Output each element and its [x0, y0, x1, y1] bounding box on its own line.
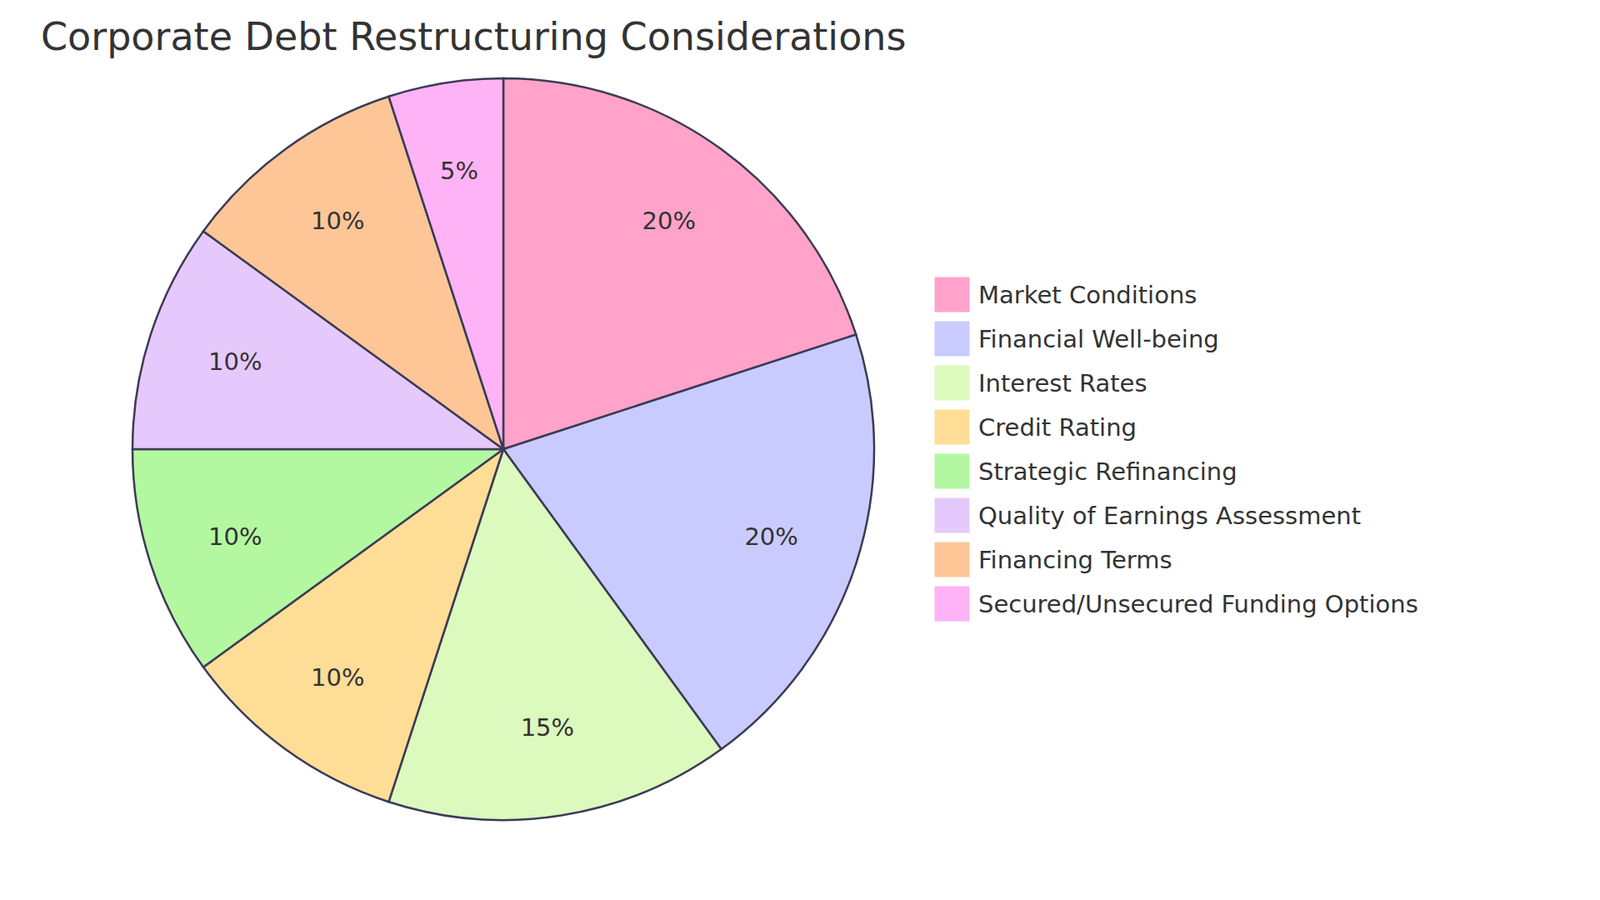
legend-item: Credit Rating [934, 409, 1137, 445]
legend-label: Financing Terms [978, 545, 1173, 575]
legend-swatch [934, 365, 970, 401]
legend-item: Financial Well-being [934, 320, 1220, 357]
legend-label: Quality of Earnings Assessment [978, 501, 1361, 530]
legend-item: Market Conditions [934, 276, 1197, 313]
legend-label: Strategic Refinancing [978, 457, 1238, 486]
slice [388, 78, 504, 450]
legend-label: Market Conditions [978, 280, 1197, 310]
data-label: 15% [520, 713, 575, 742]
data-label: 10% [310, 663, 365, 692]
slice [132, 449, 504, 668]
legend-label: Credit Rating [978, 413, 1137, 442]
legend-swatch [934, 585, 970, 622]
chart: Corporate Debt Restructuring Considerati… [0, 0, 1600, 900]
legend-item: Financing Terms [934, 541, 1173, 578]
legend-item: Strategic Refinancing [934, 453, 1238, 490]
data-label: 20% [642, 206, 696, 235]
legend-item: Secured/Unsecured Funding Options [934, 585, 1419, 622]
data-label: 10% [208, 522, 262, 551]
legend-swatch [934, 276, 970, 313]
legend-swatch [934, 453, 970, 490]
data-label: 10% [310, 206, 365, 235]
title: Corporate Debt Restructuring Considerati… [40, 14, 906, 60]
data-label: 10% [208, 347, 262, 376]
legend-item: Interest Rates [934, 365, 1148, 401]
legend-label: Secured/Unsecured Funding Options [978, 590, 1419, 619]
legend-swatch [934, 541, 970, 578]
legend-label: Interest Rates [978, 369, 1148, 398]
legend-swatch [934, 409, 970, 445]
data-label: 5% [440, 156, 479, 185]
data-label: 20% [744, 522, 798, 551]
legend-swatch [934, 497, 970, 534]
legend-label: Financial Well-being [978, 325, 1220, 354]
legend: Market Conditions Financial Well-being Int… [934, 276, 1419, 622]
legend-item: Quality of Earnings Assessment [934, 497, 1361, 534]
legend-swatch [934, 320, 970, 357]
pie: 20% 20% 15% 10% 10% 10% 10% 5% [132, 78, 875, 820]
